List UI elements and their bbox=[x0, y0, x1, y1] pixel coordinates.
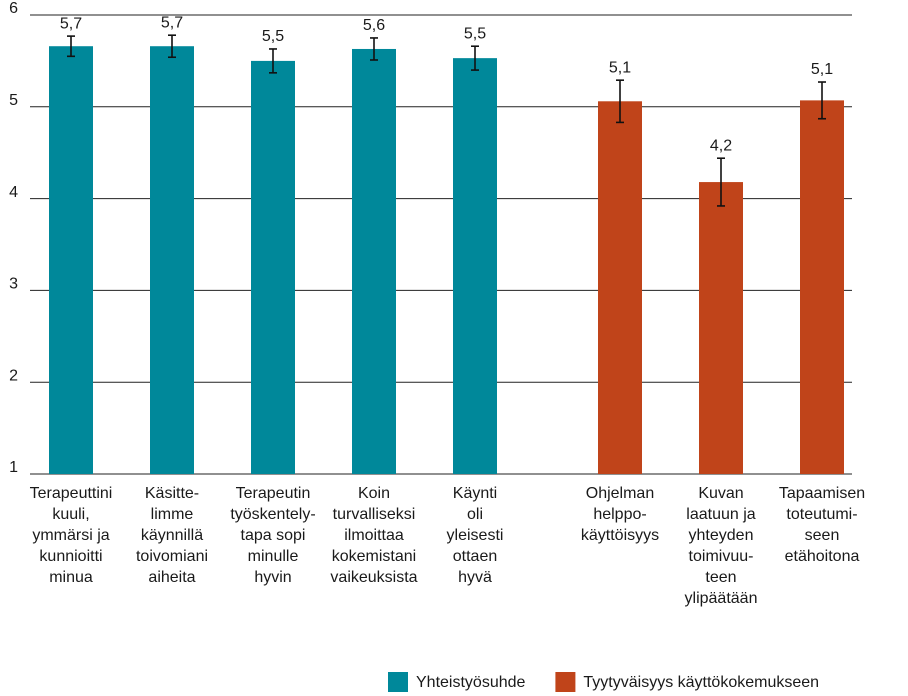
error-bar bbox=[168, 34, 176, 59]
y-tick-label: 4 bbox=[9, 184, 18, 201]
y-tick-label: 2 bbox=[9, 367, 18, 384]
y-tick-label: 6 bbox=[9, 0, 18, 17]
error-bar bbox=[616, 79, 624, 124]
x-tick-label: työskentely- bbox=[230, 506, 315, 523]
value-label: 4,2 bbox=[710, 137, 732, 154]
x-tick-label: oli bbox=[467, 506, 483, 523]
error-bar bbox=[269, 48, 277, 74]
legend-label: Yhteistyösuhde bbox=[416, 674, 526, 691]
error-bar bbox=[370, 37, 378, 61]
bar bbox=[49, 46, 93, 474]
x-tick-label: toimivuu- bbox=[689, 548, 754, 565]
x-tick-label: helppo- bbox=[593, 506, 646, 523]
x-tick-label: aiheita bbox=[148, 569, 195, 586]
bar bbox=[352, 48, 396, 474]
x-tick-label: ymmärsi ja bbox=[32, 527, 109, 544]
x-tick-label: laatuun ja bbox=[686, 506, 755, 523]
error-bar bbox=[471, 45, 479, 71]
value-label: 5,7 bbox=[161, 14, 183, 31]
x-tick-label: toivomiani bbox=[136, 548, 208, 565]
legend-label: Tyytyväisyys käyttökokemukseen bbox=[583, 674, 819, 691]
x-tick-label: vaikeuksista bbox=[330, 569, 417, 586]
error-bar bbox=[717, 157, 725, 207]
bar bbox=[800, 100, 844, 475]
x-tick-label: Kuvan bbox=[698, 485, 743, 502]
x-tick-label: teen bbox=[705, 569, 736, 586]
x-tick-label: kunnioitti bbox=[39, 548, 102, 565]
x-tick-label: ilmoittaa bbox=[344, 527, 404, 544]
x-tick-label: Terapeuttini bbox=[30, 485, 113, 502]
x-tick-label: Käsitte- bbox=[145, 485, 199, 502]
x-tick-label: limme bbox=[151, 506, 194, 523]
y-tick-label: 3 bbox=[9, 276, 18, 293]
x-tick-label: minulle bbox=[248, 548, 299, 565]
bar bbox=[598, 101, 642, 475]
x-tick-label: tapa sopi bbox=[241, 527, 306, 544]
x-tick-label: etähoitona bbox=[785, 548, 860, 565]
bar bbox=[251, 60, 295, 475]
bar bbox=[150, 46, 194, 474]
x-tick-label: käynnillä bbox=[141, 527, 203, 544]
x-tick-label: yhteyden bbox=[689, 527, 754, 544]
value-label: 5,5 bbox=[464, 25, 486, 42]
y-tick-label: 1 bbox=[9, 459, 18, 476]
value-label: 5,1 bbox=[609, 59, 631, 76]
x-tick-label: yleisesti bbox=[447, 527, 504, 544]
x-tick-label: Koin bbox=[358, 485, 390, 502]
x-tick-label: Käynti bbox=[453, 485, 497, 502]
legend-swatch bbox=[555, 672, 576, 692]
x-tick-label: käyttöisyys bbox=[581, 527, 659, 544]
x-tick-label: ylipäätään bbox=[685, 590, 758, 607]
value-label: 5,7 bbox=[60, 15, 82, 32]
error-bar bbox=[818, 81, 826, 120]
bar bbox=[699, 182, 743, 475]
x-tick-label: kuuli, bbox=[52, 506, 89, 523]
y-tick-label: 5 bbox=[9, 92, 18, 109]
value-label: 5,5 bbox=[262, 28, 284, 45]
x-tick-label: Ohjelman bbox=[586, 485, 654, 502]
x-tick-label: kokemistani bbox=[332, 548, 416, 565]
x-tick-label: Tapaamisen bbox=[779, 485, 865, 502]
bar bbox=[453, 58, 497, 475]
legend-swatch bbox=[388, 672, 408, 692]
error-bar bbox=[67, 35, 75, 58]
x-tick-label: hyvin bbox=[254, 569, 291, 586]
x-tick-label: toteutumi- bbox=[786, 506, 857, 523]
x-tick-label: seen bbox=[805, 527, 840, 544]
x-tick-label: Terapeutin bbox=[236, 485, 311, 502]
x-tick-label: turvalliseksi bbox=[333, 506, 416, 523]
value-label: 5,6 bbox=[363, 17, 385, 34]
x-tick-label: minua bbox=[49, 569, 93, 586]
x-tick-label: hyvä bbox=[458, 569, 492, 586]
x-tick-label: ottaen bbox=[453, 548, 497, 565]
value-label: 5,1 bbox=[811, 61, 833, 78]
